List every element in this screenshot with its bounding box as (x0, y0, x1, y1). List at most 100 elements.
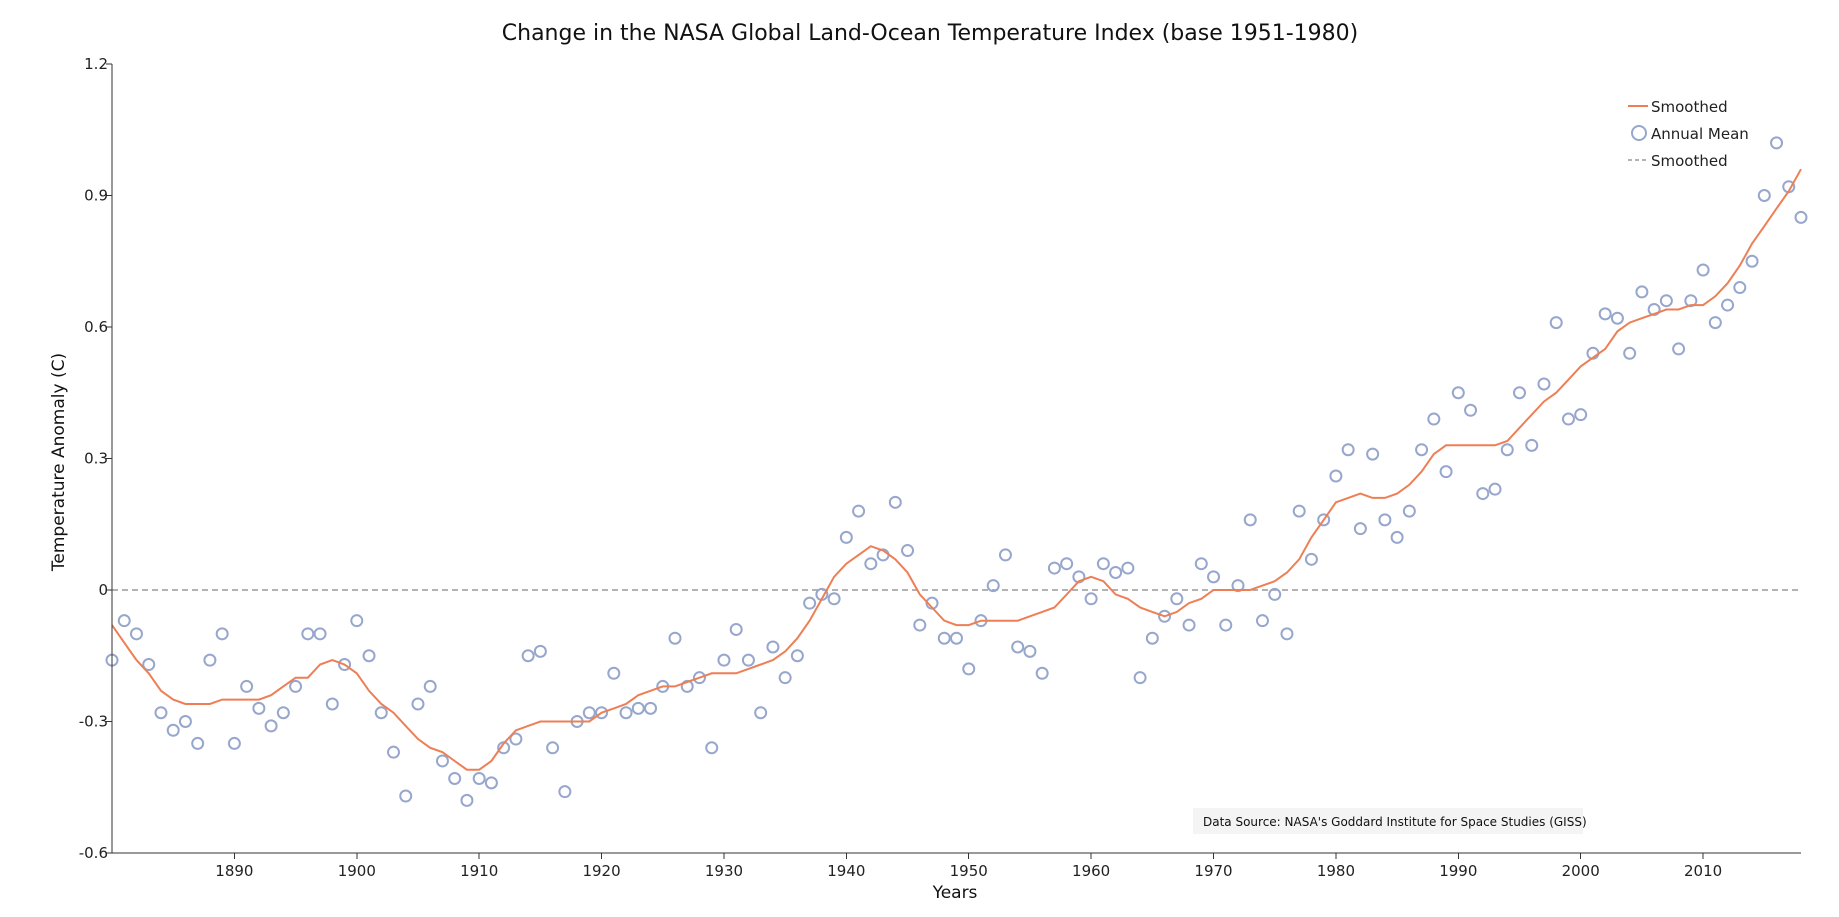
annual-mean-point (448, 771, 462, 785)
annual-mean-point (1794, 210, 1808, 224)
legend-annual-mean-swatch (1631, 125, 1647, 141)
annual-mean-point (1659, 294, 1673, 308)
annual-mean-point (1561, 412, 1575, 426)
x-tick-label: 2010 (1684, 862, 1722, 880)
annual-mean-point (692, 671, 706, 685)
annual-mean-point (203, 653, 217, 667)
x-tick-label: 1940 (827, 862, 865, 880)
annual-mean-point (1525, 438, 1539, 452)
x-tick-label: 1920 (582, 862, 620, 880)
annual-mean-point (1207, 570, 1221, 584)
annual-mean-point (313, 627, 327, 641)
y-tick-label: 0.9 (84, 187, 108, 205)
x-axis-ticks: 1890 1900 1910 1920 1930 1940 1950 1960 1970 1980… (215, 853, 1722, 880)
annual-mean-point (644, 701, 658, 715)
annual-mean-point (276, 706, 290, 720)
x-tick-label: 1960 (1072, 862, 1110, 880)
data-source-note: Data Source: NASA's Goddard Institute fo… (1193, 808, 1587, 834)
annual-mean-point (1170, 592, 1184, 606)
annual-mean-point (1770, 136, 1784, 150)
annual-mean-point (888, 495, 902, 509)
annual-mean-point (362, 649, 376, 663)
annual-mean-point (1427, 412, 1441, 426)
annual-mean-point (1280, 627, 1294, 641)
legend: Smoothed Annual Mean Smoothed (1628, 98, 1749, 170)
annual-mean-point (1231, 579, 1245, 593)
annual-mean-point (1684, 294, 1698, 308)
annual-mean-point (1341, 443, 1355, 457)
annual-mean-point (1292, 504, 1306, 518)
annual-mean-point (387, 745, 400, 759)
annual-mean-point (1635, 285, 1649, 299)
annual-mean-point (864, 557, 878, 571)
y-tick-label: 0.3 (84, 450, 108, 468)
annual-mean-point (1317, 513, 1331, 527)
annual-mean-point (729, 622, 743, 636)
x-axis-title: Years (932, 883, 978, 903)
annual-mean-point (913, 618, 927, 632)
annual-mean-point (435, 754, 449, 768)
annual-mean-point (1035, 666, 1049, 680)
annual-mean-point (1121, 561, 1135, 575)
annual-mean-point (1574, 408, 1588, 422)
annual-mean-point (215, 627, 229, 641)
annual-mean-point (1060, 557, 1074, 571)
y-tick-label: -0.3 (79, 713, 108, 731)
annual-mean-point (558, 785, 572, 799)
annual-mean-point (998, 548, 1012, 562)
annual-mean-point (1096, 557, 1110, 571)
annual-mean-point (1353, 522, 1367, 536)
annual-mean-point (1464, 403, 1478, 417)
legend-item-smoothed-dashed: Smoothed (1628, 152, 1728, 170)
annual-mean-point (1047, 561, 1061, 575)
annual-mean-point (1109, 565, 1123, 579)
annual-mean-point (668, 631, 682, 645)
x-tick-label: 1980 (1317, 862, 1355, 880)
x-tick-label: 1990 (1439, 862, 1477, 880)
annual-mean-point (631, 701, 645, 715)
annual-mean-point (264, 719, 278, 733)
annual-mean-point (1268, 587, 1282, 601)
annual-mean-point (374, 706, 388, 720)
annual-mean-point (289, 679, 303, 693)
data-source-background (1193, 808, 1583, 834)
annual-mean-point (1378, 513, 1392, 527)
annual-mean-point (1500, 443, 1514, 457)
annual-mean-point (1304, 552, 1318, 566)
annual-mean-point (1011, 640, 1025, 654)
annual-mean-point (142, 658, 156, 672)
x-tick-label: 1910 (460, 862, 498, 880)
annual-mean-point (1513, 386, 1526, 400)
annual-mean-point (1182, 618, 1196, 632)
annual-mean-point (1402, 504, 1416, 518)
annual-mean-point (852, 504, 866, 518)
annual-mean-point (901, 544, 915, 558)
annual-mean-point (766, 640, 780, 654)
annual-mean-point (1219, 618, 1233, 632)
y-tick-label: 0 (98, 581, 108, 599)
annual-mean-point (1439, 465, 1453, 479)
annual-mean-point (338, 658, 352, 672)
annual-mean-point (1243, 513, 1257, 527)
annual-mean-point (1084, 592, 1098, 606)
annual-mean-point (705, 741, 719, 755)
annual-mean-point (839, 530, 853, 544)
annual-mean-point (350, 614, 364, 628)
annual-mean-point (325, 697, 339, 711)
annual-mean-point (778, 671, 792, 685)
annual-mean-point (607, 666, 621, 680)
annual-mean-point (1366, 447, 1380, 461)
data-source-text: Data Source: NASA's Goddard Institute fo… (1203, 815, 1587, 829)
annual-mean-point (129, 627, 143, 641)
annual-mean-point (1598, 307, 1612, 321)
annual-mean-point (240, 679, 254, 693)
annual-mean-point (1415, 443, 1429, 457)
x-tick-label: 1890 (215, 862, 253, 880)
x-tick-label: 1930 (705, 862, 743, 880)
annual-mean-point (595, 706, 609, 720)
annual-mean-point (1757, 189, 1771, 202)
chart-title: Change in the NASA Global Land-Ocean Tem… (502, 21, 1358, 46)
annual-mean-point (191, 736, 205, 750)
y-tick-label: 1.2 (84, 55, 108, 73)
annual-mean-point (950, 631, 963, 645)
